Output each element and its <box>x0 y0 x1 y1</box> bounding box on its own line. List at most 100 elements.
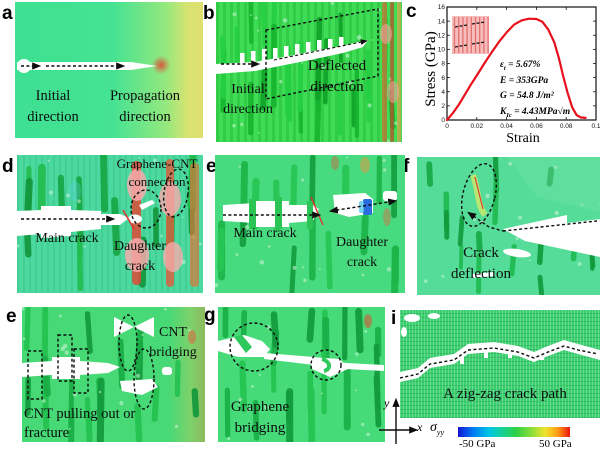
matrix-speckle <box>98 390 102 394</box>
matrix-speckle <box>361 273 365 277</box>
cnt-rod <box>537 238 544 266</box>
stress-spot <box>364 314 372 328</box>
crack-blob <box>120 379 158 395</box>
y-tick-label: 10 <box>438 47 446 54</box>
matrix-speckle <box>580 203 584 207</box>
matrix-speckle <box>181 216 184 219</box>
cnt-rod <box>151 384 160 423</box>
stress-spot <box>360 157 370 173</box>
matrix-speckle <box>394 121 398 125</box>
matrix-speckle <box>289 230 293 235</box>
matrix-speckle <box>319 268 321 270</box>
panel-e-bottom-cnt-rods <box>22 307 200 442</box>
bond-break-line <box>310 196 324 226</box>
matrix-speckle <box>528 259 531 262</box>
cnt-rod <box>239 360 248 413</box>
y-tick-label: 12 <box>438 32 446 39</box>
x-tick-label: 0.08 <box>560 123 573 130</box>
cnt-rod <box>492 180 499 226</box>
matrix-speckle <box>279 79 283 84</box>
cnt-rod <box>252 399 260 441</box>
panel-i-letter: i <box>391 308 397 329</box>
colorbar-min-label: -50 GPa <box>459 438 496 450</box>
daughter-crack-circle <box>130 189 162 229</box>
label-daughter-crack: Daughter crack <box>113 239 167 274</box>
y-tick-label: 2 <box>441 103 445 110</box>
matrix-speckle <box>59 314 63 318</box>
cnt-rod <box>134 327 144 370</box>
panel-b: Initial direction Deflected direction <box>216 2 402 142</box>
cnt-pullout-box <box>73 348 89 394</box>
cnt-pullout-box <box>27 350 43 400</box>
matrix-speckle <box>292 265 297 270</box>
inset-crack-mark <box>454 44 468 48</box>
x-axis-glyph-label: x <box>417 420 423 434</box>
panel-a-overlay <box>17 59 157 73</box>
cnt-rod <box>443 209 450 240</box>
inset-crack-mark <box>471 41 486 45</box>
matrix-speckle <box>164 307 167 311</box>
matrix-speckle <box>345 53 350 58</box>
label-propagation-direction: Propagation direction <box>109 88 181 125</box>
matrix-speckle <box>68 427 71 430</box>
matrix-speckle <box>386 267 392 272</box>
cnt-rod <box>117 338 126 389</box>
cnt-rod <box>111 196 121 257</box>
matrix-speckle <box>137 156 140 159</box>
label-daughter-crack: Daughter crack <box>335 235 389 270</box>
matrix-speckle <box>47 159 50 162</box>
matrix-speckle <box>238 403 240 406</box>
sigma-yy-label: σyy <box>430 420 445 437</box>
cnt-rod <box>457 215 465 247</box>
panel-d: Main crack Daughter crack Graphene-CNT c… <box>17 155 203 293</box>
crack-ladder-teeth <box>240 37 344 65</box>
matrix-speckle <box>251 385 254 388</box>
cnt-rod <box>360 214 369 256</box>
matrix-speckle <box>267 245 271 248</box>
panel-e-mid-overlay <box>223 156 398 229</box>
crack-butterfly <box>134 317 154 337</box>
matrix-speckle <box>174 424 179 429</box>
label-deflected-direction: Deflected direction <box>307 58 367 96</box>
y-axis-glyph-label: y <box>384 396 390 410</box>
stress-spot <box>387 81 399 103</box>
matrix-speckle <box>250 14 252 17</box>
matrix-speckle <box>366 432 370 437</box>
crack-blob <box>162 367 172 375</box>
stress-spot <box>159 182 181 216</box>
matrix-speckle <box>17 244 20 248</box>
matrix-speckle <box>301 178 305 182</box>
cnt-rod <box>290 164 298 216</box>
matrix-speckle <box>423 279 428 283</box>
cnt-pullout-box <box>57 334 73 382</box>
deflection-region-box <box>265 8 379 100</box>
matrix-speckle <box>321 64 327 69</box>
cnt-rod <box>546 166 555 187</box>
matrix-speckle <box>577 261 582 267</box>
stress-spot <box>331 156 339 170</box>
low-stress-spot <box>69 181 81 201</box>
graphene-cnt-connection-ellipse <box>162 168 190 218</box>
matrix-speckle <box>348 80 353 85</box>
cnt-rod <box>475 230 483 253</box>
zigzag-path-dashed-line <box>400 345 599 379</box>
stress-spot <box>127 169 147 201</box>
coordinate-axes-icon <box>379 397 419 444</box>
daughter-crack-shape <box>383 191 397 201</box>
graphene-plate <box>507 157 600 212</box>
matrix-speckle <box>355 352 359 356</box>
cnt-rod <box>426 161 434 187</box>
panel-a: Initial direction Propagation direction <box>15 2 203 138</box>
cnt-rod <box>96 377 105 442</box>
label-main-crack: Main crack <box>233 226 297 241</box>
panel-d-overlay <box>17 159 199 287</box>
cnt-rod <box>134 402 143 442</box>
matrix-speckle <box>160 234 163 238</box>
cnt-rod <box>458 244 464 270</box>
stress-spot <box>383 208 391 226</box>
compressive-spot <box>363 199 372 215</box>
high-stress-rod <box>390 2 394 142</box>
matrix-speckle <box>320 392 323 395</box>
high-stress-rod <box>190 163 199 287</box>
matrix-speckle <box>303 278 307 283</box>
